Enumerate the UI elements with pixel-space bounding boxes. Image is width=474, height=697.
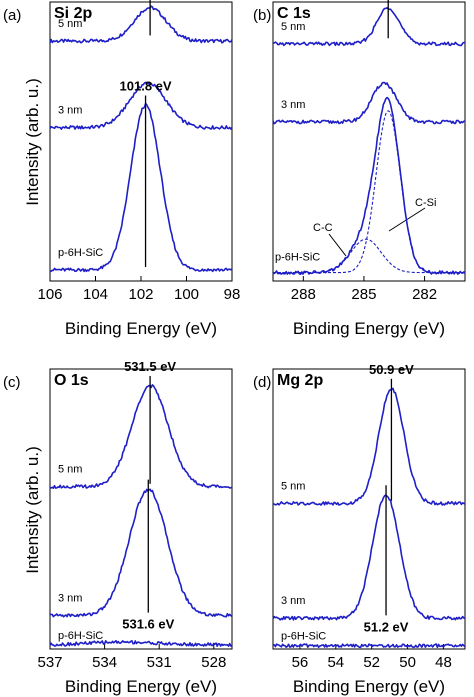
component-label-cc: C-C (313, 222, 333, 234)
arrow-cc (328, 233, 347, 257)
x-tick-label: 56 (292, 654, 309, 671)
spectrum-line (272, 81, 466, 125)
curves: 5 nm 3 nm p-6H-SiC (272, 7, 466, 275)
y-axis-label: Intensity (arb. u.) (23, 78, 42, 206)
series-label: 3 nm (281, 595, 305, 607)
x-ticks: 537 534 531 528 (37, 644, 226, 671)
curves: 5 nm 3 nm p-6H-SiC (49, 384, 233, 647)
panel-title: O 1s (54, 372, 89, 389)
x-axis-label: Binding Energy (eV) (293, 677, 445, 696)
x-tick-label: 537 (37, 654, 62, 671)
x-tick-label: 54 (327, 654, 344, 671)
x-tick-label: 531 (147, 654, 172, 671)
x-tick-label: 288 (291, 286, 316, 303)
panel-letter: (d) (253, 374, 271, 391)
series-label: 5 nm (58, 18, 82, 30)
x-tick-label: 285 (351, 286, 376, 303)
spectrum-line (49, 639, 233, 647)
series-label: 3 nm (58, 105, 82, 117)
series-label: 5 nm (281, 480, 305, 492)
annotations: 531.5 eV 531.6 eV (122, 359, 176, 632)
series-label: p-6H-SiC (281, 631, 326, 643)
panel-o-1s: (c) O 1s Binding Energy (eV) Intensity (… (3, 359, 233, 696)
spectrum-line (49, 384, 233, 489)
panel-mg-2p: (d) Mg 2p Binding Energy (eV) 56 54 52 50 48… (253, 362, 466, 696)
peak-label: 531.5 eV (124, 359, 176, 374)
x-axis-label: Binding Energy (eV) (293, 319, 445, 338)
x-tick-label: 528 (201, 654, 226, 671)
series-label: 3 nm (58, 592, 82, 604)
peak-label: 51.2 eV (364, 619, 409, 634)
panel-title: Si 2p (54, 5, 92, 22)
x-tick-label: 106 (37, 286, 62, 303)
x-tick-label: 52 (363, 654, 380, 671)
x-tick-label: 534 (92, 654, 117, 671)
x-tick-label: 50 (399, 654, 416, 671)
x-ticks: 288 285 282 (291, 276, 437, 303)
spectrum-line (272, 387, 466, 506)
spectrum-line (49, 102, 233, 273)
panel-title: C 1s (277, 5, 311, 22)
panel-letter: (a) (3, 7, 21, 24)
peak-label: 101.8 eV (120, 78, 172, 93)
x-tick-label: 102 (128, 286, 153, 303)
series-label: p-6H-SiC (58, 630, 103, 642)
panel-c-1s: (b) C 1s Binding Energy (eV) C-C C-Si 28… (253, 0, 466, 338)
fit-component (273, 238, 465, 274)
spectrum-line (272, 643, 466, 649)
x-tick-label: 282 (412, 286, 437, 303)
x-tick-label: 104 (83, 286, 108, 303)
series-label: p-6H-SiC (58, 247, 103, 259)
annotations: 283.8 eV (387, 0, 389, 39)
plot-frame (272, 1, 466, 282)
series-label: 5 nm (281, 21, 305, 33)
spectrum-line (272, 494, 466, 621)
x-ticks: 56 54 52 50 48 (292, 644, 452, 671)
annotations: 50.9 eV 51.2 eV (364, 362, 415, 635)
series-label: 3 nm (281, 99, 305, 111)
spectrum-line (272, 96, 466, 275)
x-axis-label: Binding Energy (eV) (65, 677, 217, 696)
curves: 5 nm 3 nm p-6H-SiC (49, 5, 233, 273)
panel-si-2p: (a) Si 2p Binding Energy (eV) Intensity … (3, 0, 240, 338)
annotations: 101.6 eV101.8 eV (120, 0, 172, 268)
spectrum-line (272, 7, 466, 47)
curves: 5 nm 3 nm p-6H-SiC (272, 387, 466, 649)
spectrum-line (49, 5, 233, 44)
plot-frame (49, 1, 233, 282)
x-tick-label: 48 (435, 654, 452, 671)
series-label: p-6H-SiC (275, 252, 320, 264)
spectrum-line (49, 81, 233, 130)
panel-title: Mg 2p (277, 372, 323, 389)
y-axis-label: Intensity (arb. u.) (23, 446, 42, 574)
component-label-csi: C-Si (415, 197, 436, 209)
panel-letter: (b) (253, 7, 271, 24)
series-label: 5 nm (58, 464, 82, 476)
panel-letter: (c) (3, 374, 21, 391)
x-axis-label: Binding Energy (eV) (65, 319, 217, 338)
x-tick-label: 100 (174, 286, 199, 303)
x-tick-label: 98 (224, 286, 241, 303)
peak-label: 531.6 eV (122, 617, 174, 632)
spectrum-line (49, 488, 233, 618)
x-ticks: 106 104 102 100 98 (37, 276, 240, 303)
peak-label: 50.9 eV (369, 362, 414, 377)
plot-frame (272, 368, 466, 650)
plot-frame (49, 368, 233, 650)
